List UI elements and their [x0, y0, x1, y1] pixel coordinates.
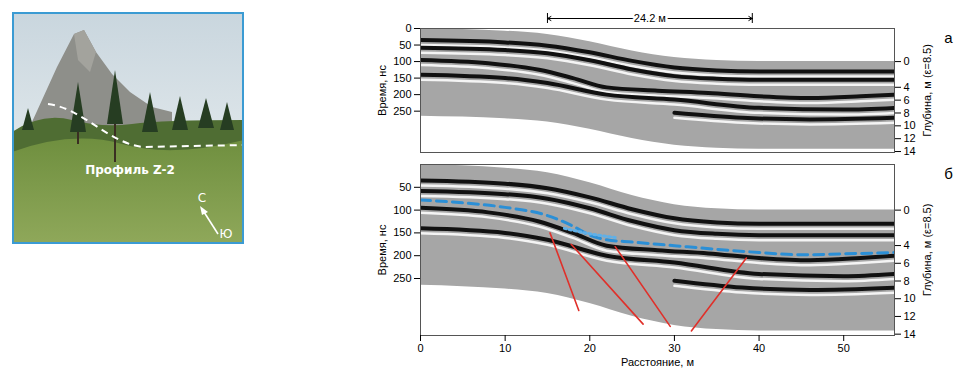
svg-text:Расстояние, м: Расстояние, м [621, 356, 694, 368]
svg-text:Время, нс: Время, нс [376, 224, 388, 275]
svg-text:4: 4 [904, 81, 910, 93]
svg-text:100: 100 [393, 204, 411, 216]
svg-text:20: 20 [584, 342, 596, 354]
svg-text:14: 14 [904, 145, 916, 157]
svg-text:150: 150 [393, 72, 411, 84]
svg-text:б: б [944, 165, 953, 182]
svg-text:0: 0 [904, 204, 910, 216]
svg-text:Глубина, м (ε=8.5): Глубина, м (ε=8.5) [921, 204, 933, 297]
svg-text:Профиль Z-2: Профиль Z-2 [85, 163, 175, 177]
svg-text:50: 50 [838, 342, 850, 354]
svg-text:50: 50 [399, 181, 411, 193]
svg-text:Глубина, м (ε=8.5): Глубина, м (ε=8.5) [921, 44, 933, 137]
svg-text:12: 12 [904, 310, 916, 322]
svg-text:10: 10 [499, 342, 511, 354]
svg-text:24.2 м: 24.2 м [634, 12, 666, 24]
svg-text:0: 0 [904, 55, 910, 67]
svg-text:10: 10 [904, 292, 916, 304]
svg-text:12: 12 [904, 132, 916, 144]
svg-text:4: 4 [904, 239, 910, 251]
svg-text:а: а [944, 29, 953, 46]
svg-text:150: 150 [393, 226, 411, 238]
svg-text:8: 8 [904, 107, 910, 119]
svg-text:6: 6 [904, 257, 910, 269]
svg-text:14: 14 [904, 328, 916, 340]
svg-text:100: 100 [393, 55, 411, 67]
svg-text:6: 6 [904, 94, 910, 106]
svg-text:40: 40 [753, 342, 765, 354]
svg-text:Ю: Ю [220, 227, 233, 241]
svg-text:50: 50 [399, 39, 411, 51]
svg-text:8: 8 [904, 275, 910, 287]
svg-text:С: С [198, 191, 206, 205]
svg-text:250: 250 [393, 272, 411, 284]
svg-text:30: 30 [668, 342, 680, 354]
svg-text:0: 0 [417, 342, 423, 354]
svg-text:200: 200 [393, 249, 411, 261]
svg-text:10: 10 [904, 119, 916, 131]
svg-text:250: 250 [393, 105, 411, 117]
svg-text:200: 200 [393, 88, 411, 100]
svg-text:Время, нс: Время, нс [376, 65, 388, 116]
svg-text:0: 0 [405, 22, 411, 34]
